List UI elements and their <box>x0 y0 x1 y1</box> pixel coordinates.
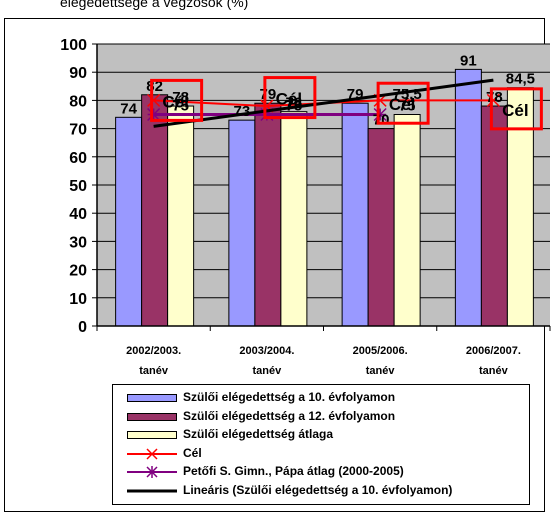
legend-label: Cél <box>183 445 202 460</box>
bar-2-1 <box>141 94 169 327</box>
y-tick-label: 70 <box>69 122 87 139</box>
legend-swatch <box>127 484 177 498</box>
legend-label: Lineáris (Szülői elégedettség a 10. évfo… <box>183 482 453 497</box>
bar-1-2 <box>228 119 256 327</box>
legend-swatch <box>127 412 177 421</box>
legend-swatch <box>127 447 177 461</box>
x-tick-label: tanév <box>139 365 169 377</box>
y-tick-label: 60 <box>69 150 87 167</box>
legend-item: Szülői elégedettség a 12. évfolyamon <box>113 408 529 426</box>
bar-3-2 <box>280 111 308 327</box>
legend-item: Lineáris (Szülői elégedettség a 10. évfo… <box>113 482 529 500</box>
legend-label: Szülői elégedettség a 10. évfolyamon <box>183 390 396 404</box>
y-tick-label: 80 <box>69 93 87 110</box>
data-label: 76 <box>286 95 303 112</box>
average-marker-1 <box>147 107 161 122</box>
bar-2-3 <box>367 128 395 327</box>
chart-legend: Szülői elégedettség a 10. évfolyamon Szül… <box>112 384 530 505</box>
legend-item: Petőfi S. Gimn., Pápa átlag (2000-2005) <box>113 463 529 481</box>
data-label: 91 <box>460 52 477 69</box>
target-annotation-label: Cél <box>502 101 528 120</box>
legend-label: Petőfi S. Gimn., Pápa átlag (2000-2005) <box>183 464 404 478</box>
target-marker-1 <box>147 93 161 107</box>
data-label: 75 <box>399 98 416 115</box>
data-label: 79 <box>347 86 364 103</box>
bar-3-1 <box>167 105 195 327</box>
data-label: 75 <box>172 98 189 115</box>
x-tick-label: tanév <box>479 365 509 377</box>
data-label: 73 <box>234 103 251 120</box>
target-annotation-label: Cél <box>162 92 188 111</box>
legend-swatch <box>127 431 177 439</box>
chart-caption: elégedettsége a végzősök (%) <box>60 0 249 10</box>
legend-swatch <box>127 465 177 479</box>
target-annotation-box <box>150 78 204 122</box>
bar-1-3 <box>341 102 369 327</box>
y-tick-label: 90 <box>69 65 87 82</box>
target-annotation-label: Cél <box>389 95 415 114</box>
data-label: 78 <box>486 89 503 106</box>
legend-label: Szülői elégedettség átlaga <box>183 427 334 441</box>
y-tick-label: 30 <box>69 234 87 251</box>
y-tick-label: 0 <box>78 319 87 336</box>
x-tick-label: 2005/2006. <box>353 345 408 357</box>
bar-1-1 <box>115 116 143 327</box>
chart-plot: 0 10 20 30 40 50 60 70 80 90 100 2002/2003. tanév 200… <box>60 37 551 377</box>
bar-2-2 <box>254 102 282 327</box>
x-tick-label: 2003/2004. <box>239 345 294 357</box>
data-label: 75,5 <box>393 86 422 103</box>
legend-swatch <box>127 394 177 402</box>
legend-item: Szülői elégedettség átlaga <box>113 426 529 444</box>
legend-item: Cél <box>113 445 529 463</box>
data-label: 79 <box>260 86 277 103</box>
data-label: 74 <box>120 100 137 117</box>
y-tick-label: 20 <box>69 263 87 280</box>
average-marker-3 <box>373 107 387 122</box>
target-marker-4 <box>486 93 500 107</box>
bar-1-4 <box>454 68 482 327</box>
legend-item: Szülői elégedettség a 10. évfolyamon <box>113 389 529 407</box>
data-label: 70 <box>373 112 390 129</box>
y-tick-label: 40 <box>69 206 87 223</box>
data-label: 84,5 <box>506 71 535 88</box>
target-annotation-box <box>489 87 543 131</box>
legend-label: Szülői elégedettség a 12. évfolyamon <box>183 408 396 423</box>
x-tick-label: 2002/2003. <box>126 345 181 357</box>
target-annotation-box <box>376 81 430 125</box>
data-label: 78 <box>172 89 189 106</box>
bar-3-4 <box>506 87 534 327</box>
x-tick-label: tanév <box>253 365 283 377</box>
target-annotation-box <box>263 76 317 120</box>
trend-line <box>153 78 494 128</box>
x-tick-label: 2006/2007. <box>466 345 521 357</box>
bar-2-4 <box>480 105 508 327</box>
data-label: 75 <box>286 98 303 115</box>
y-tick-label: 100 <box>60 37 87 54</box>
y-tick-label: 50 <box>69 178 87 195</box>
target-annotation-label: Cél <box>276 90 302 109</box>
y-tick-label: 10 <box>69 291 87 308</box>
x-tick-label: tanév <box>366 365 396 377</box>
bar-3-3 <box>393 114 421 327</box>
